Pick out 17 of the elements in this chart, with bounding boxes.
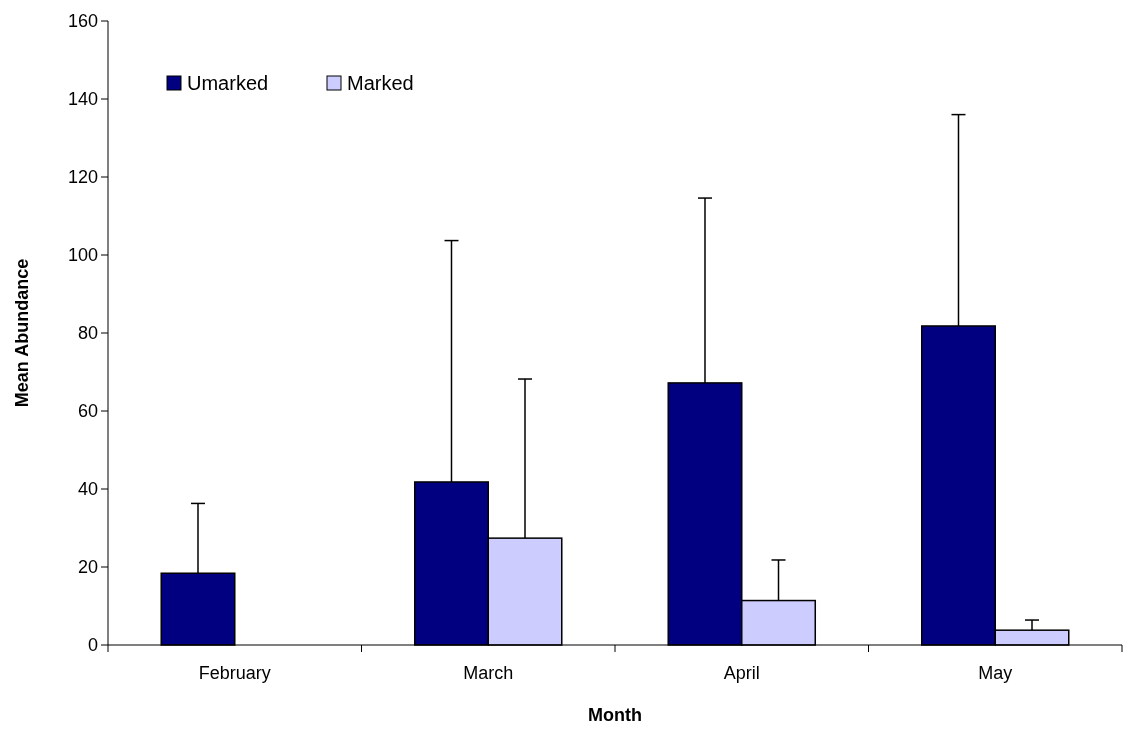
- y-tick-label: 80: [77, 323, 98, 344]
- y-tick-label: 40: [77, 479, 98, 500]
- x-axis-title: Month: [588, 705, 642, 725]
- y-tick-label: 160: [67, 11, 98, 32]
- y-tick-label: 140: [67, 89, 98, 110]
- x-tick-label: April: [723, 663, 760, 683]
- legend-label: Marked: [347, 72, 414, 94]
- y-tick-label: 100: [67, 245, 98, 266]
- y-tick-label: 0: [87, 635, 98, 656]
- x-tick-label: February: [198, 663, 271, 683]
- y-axis-title: Mean Abundance: [12, 258, 32, 408]
- x-tick-label: May: [978, 663, 1013, 683]
- x-tick-label: March: [463, 663, 514, 683]
- legend-label: Umarked: [187, 72, 269, 94]
- y-tick-label: 60: [77, 401, 98, 422]
- y-tick-label: 120: [67, 167, 98, 188]
- y-tick-label: 20: [77, 557, 98, 578]
